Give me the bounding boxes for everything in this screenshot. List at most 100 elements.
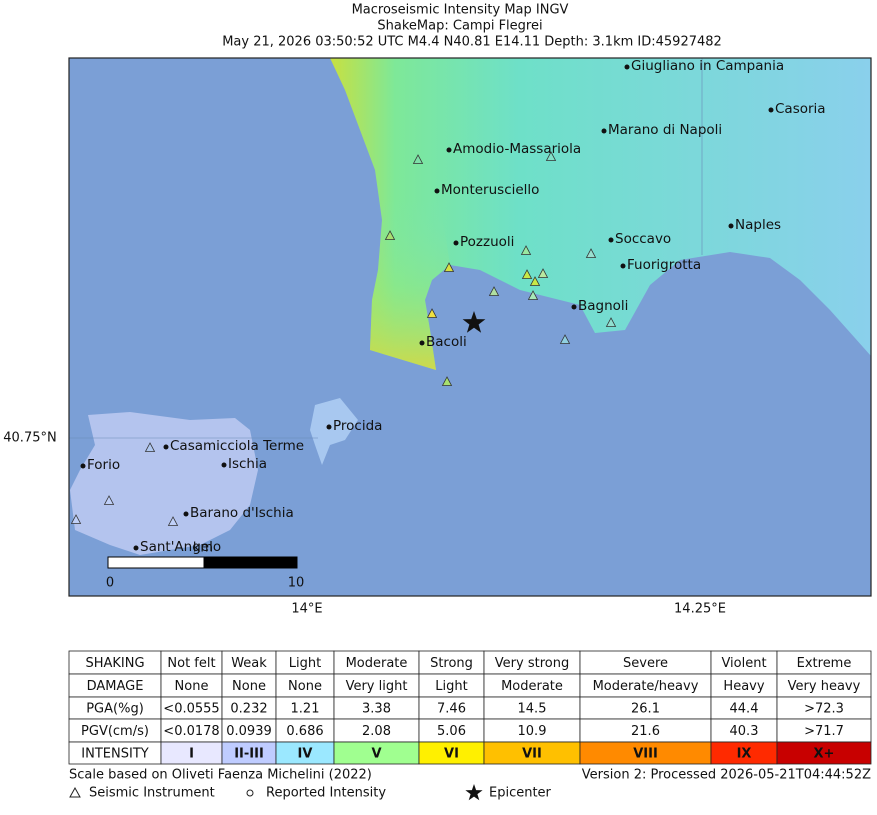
station: [412, 154, 424, 164]
city-label: Giugliano in Campania: [631, 58, 784, 74]
table-text: Moderate: [501, 679, 563, 694]
city-dot: [601, 128, 607, 134]
table-text: Violent: [721, 656, 766, 671]
table-text: IX: [737, 747, 752, 762]
table-text: 0.0939: [226, 724, 272, 739]
table-text: 40.3: [730, 724, 759, 739]
station: [585, 248, 597, 258]
table-text: 14.5: [518, 702, 547, 717]
city-label: Pozzuoli: [460, 234, 514, 250]
table-text: VI: [444, 747, 459, 762]
city-label: Naples: [735, 217, 781, 233]
station: [103, 495, 115, 505]
table-text: 0.232: [230, 702, 267, 717]
table-text: 3.38: [362, 702, 391, 717]
city-dot: [608, 237, 614, 243]
table-text: V: [371, 747, 381, 762]
city-label: Forio: [87, 457, 120, 473]
table-text: VII: [522, 747, 542, 762]
table-text: <0.0555: [163, 702, 219, 717]
legend-circle: [246, 789, 254, 797]
legend-label: Reported Intensity: [266, 786, 386, 801]
city-label: Bagnoli: [578, 298, 628, 314]
city-dot: [446, 147, 452, 153]
procida: [310, 398, 358, 465]
city-label: Soccavo: [615, 231, 671, 247]
table-text: PGA(%g): [86, 702, 144, 717]
legend-label: Epicenter: [489, 786, 552, 801]
city-dot: [183, 511, 189, 517]
table-text: Very light: [346, 679, 408, 694]
table-text: <0.0178: [163, 724, 219, 739]
city-dot: [434, 188, 440, 194]
legend-label: Seismic Instrument: [89, 786, 215, 801]
station: [605, 317, 617, 327]
table-text: None: [175, 679, 209, 694]
table-text: 10.9: [518, 724, 547, 739]
table-text: Moderate/heavy: [593, 679, 699, 694]
table-text: IV: [298, 747, 313, 762]
city-label: Sant'Angelo: [140, 539, 221, 555]
table-text: Heavy: [723, 679, 764, 694]
table-text: DAMAGE: [87, 679, 144, 694]
station: [384, 230, 396, 240]
legend-star: [465, 784, 483, 801]
title: Macroseismic Intensity Map INGV: [352, 3, 569, 18]
ischia: [70, 412, 258, 555]
table-text: Moderate: [346, 656, 408, 671]
city-dot: [326, 424, 332, 430]
scale-start: 0: [106, 576, 114, 591]
city-dot: [163, 444, 169, 450]
station: [520, 245, 532, 255]
city-dot: [728, 223, 734, 229]
table-text: II-III: [234, 747, 264, 762]
city-label: Bacoli: [426, 334, 467, 350]
map: Giugliano in Campania Casoria Marano di Na…: [68, 57, 872, 597]
city-label: Barano d'Ischia: [190, 505, 294, 521]
city-dot: [620, 263, 626, 269]
station: [70, 514, 82, 524]
table-text: >72.3: [804, 702, 844, 717]
table-text: SHAKING: [85, 656, 144, 671]
city-label: Casamicciola Terme: [170, 438, 304, 454]
scale-bar-black: [203, 556, 298, 569]
table-text: INTENSITY: [81, 747, 148, 762]
map-frame: [68, 57, 872, 597]
city-label: Marano di Napoli: [608, 122, 722, 138]
city-dot: [453, 240, 459, 246]
table-text: None: [232, 679, 266, 694]
scale-bar-white: [107, 556, 205, 569]
station: [559, 334, 571, 344]
scale-unit: km: [193, 541, 213, 556]
stations: [70, 151, 617, 526]
intensity-table: SHAKING Not felt Weak Light Moderate Strong Ve…: [68, 650, 872, 765]
table-text: Weak: [231, 656, 267, 671]
version: Version 2: Processed 2026-05-21T04:44:52…: [582, 768, 871, 783]
mainland: [330, 58, 871, 370]
scale-note: Scale based on Oliveti Faenza Michelini …: [69, 768, 372, 783]
city-label: Ischia: [228, 456, 267, 472]
station: [537, 268, 549, 278]
table-text: I: [189, 747, 194, 762]
city-dot: [571, 304, 577, 310]
lat-label: 40.75°N: [3, 431, 56, 446]
city-dot: [768, 107, 774, 113]
table-text: >71.7: [804, 724, 844, 739]
table-text: 1.21: [291, 702, 320, 717]
city-label: Casoria: [775, 101, 826, 117]
city-dot: [80, 463, 86, 469]
table-text: Extreme: [797, 656, 852, 671]
table-text: Light: [435, 679, 467, 694]
scale-end: 10: [288, 576, 305, 591]
table-text: 7.46: [437, 702, 466, 717]
city-label: Fuorigrotta: [627, 257, 701, 273]
cities: Giugliano in Campania Casoria Marano di Na…: [80, 58, 826, 555]
event-info: May 21, 2026 03:50:52 UTC M4.4 N40.81 E1…: [222, 35, 722, 50]
city-dot: [133, 545, 139, 551]
table-text: Severe: [623, 656, 668, 671]
legend-triangle: [69, 786, 81, 798]
table-cell: [776, 741, 872, 765]
table-text: 44.4: [730, 702, 759, 717]
station: [167, 516, 179, 526]
